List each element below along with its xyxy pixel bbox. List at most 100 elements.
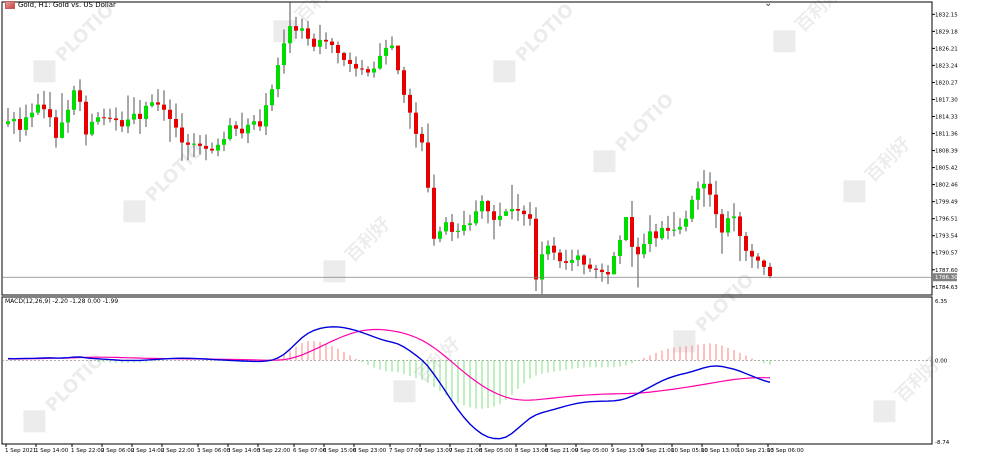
candle-body xyxy=(666,227,670,231)
candle-body xyxy=(444,222,448,232)
candle-body xyxy=(180,127,184,143)
watermark-mark: PLOTIO xyxy=(33,0,119,83)
current-price-marker: 1786.30 xyxy=(2,273,958,282)
chart-frames xyxy=(1,1,933,445)
candle-body xyxy=(6,121,10,125)
price-tick-label: 1796.51 xyxy=(935,217,958,223)
price-tick-label: 1784.63 xyxy=(935,285,958,291)
watermark-logo-icon xyxy=(873,400,896,423)
candle-body xyxy=(498,215,502,220)
candle-body xyxy=(78,90,82,102)
candle-body xyxy=(624,217,628,240)
watermark-logo-icon xyxy=(493,60,516,83)
candle-body xyxy=(42,104,46,110)
time-tick-label: 2 Sep 14:00 xyxy=(131,448,165,454)
candle-body xyxy=(642,243,646,255)
close-icon[interactable]: ⌄ xyxy=(764,0,773,9)
watermark-text: 百利好 xyxy=(341,213,395,267)
candle-body xyxy=(372,68,376,73)
price-tick-label: 1811.36 xyxy=(935,132,958,138)
candle-body xyxy=(726,218,730,233)
watermark-mark: 百利好 xyxy=(323,213,395,283)
time-tick-label: 2 Sep 06:00 xyxy=(101,448,135,454)
candle-body xyxy=(312,38,316,47)
current-price-tag xyxy=(933,273,957,282)
price-tick-label: 1832.15 xyxy=(935,12,958,18)
candle-body xyxy=(750,250,754,257)
watermark-mark: PLOTIO xyxy=(593,89,678,173)
candle-body xyxy=(720,214,724,233)
candle-body xyxy=(432,187,436,239)
time-tick-label: 3 Sep 14:00 xyxy=(227,448,261,454)
candle-body xyxy=(54,117,58,138)
candles-group xyxy=(6,2,772,294)
candle-body xyxy=(606,272,610,275)
watermark-text: PLOTIO xyxy=(692,269,759,336)
candle-body xyxy=(306,28,310,39)
time-tick-label: 7 Sep 07:00 xyxy=(389,448,423,454)
time-tick-label: 1 Sep 14:00 xyxy=(35,448,69,454)
candle-body xyxy=(516,208,520,211)
candle-body xyxy=(390,45,394,48)
macd-tick-label: 6.35 xyxy=(935,299,948,305)
macd-pane-frame xyxy=(1,296,933,445)
candle-body xyxy=(210,148,214,151)
watermark-mark: PLOTIO xyxy=(493,0,578,83)
time-tick-label: 8 Sep 13:00 xyxy=(515,448,549,454)
candle-body xyxy=(402,70,406,95)
candle-body xyxy=(288,26,292,44)
candle-body xyxy=(96,117,100,122)
time-tick-label: 8 Sep 21:00 xyxy=(545,448,579,454)
watermark-text: PLOTIO xyxy=(142,139,209,206)
watermark-logo-icon xyxy=(123,200,146,223)
candle-body xyxy=(462,225,466,231)
candle-body xyxy=(558,252,562,262)
watermark-text: PLOTIO xyxy=(52,0,119,66)
price-tick-label: 1829.18 xyxy=(935,29,958,35)
candle-body xyxy=(168,109,172,119)
price-tick-label: 1826.21 xyxy=(935,46,958,52)
candle-body xyxy=(150,102,154,106)
candle-body xyxy=(672,229,676,231)
candle-body xyxy=(30,112,34,118)
candle-body xyxy=(714,194,718,215)
macd-lines-group xyxy=(7,326,771,440)
candle-body xyxy=(690,199,694,219)
watermark-layer: PLOTIO 百利好 PLOTIO 百利好 PLOTIO 百利好 PLOTIO 百利好 PLOT… xyxy=(23,0,945,433)
candle-body xyxy=(696,188,700,200)
time-tick-label: 10 Sep 21:00 xyxy=(737,448,774,454)
time-tick-label: 6 Sep 07:00 xyxy=(293,448,327,454)
candle-body xyxy=(480,200,484,212)
watermark-logo-icon xyxy=(33,60,56,83)
candle-body xyxy=(438,231,442,239)
candle-body xyxy=(540,254,544,280)
candle-body xyxy=(294,26,298,31)
candle-body xyxy=(108,117,112,119)
candle-body xyxy=(270,89,274,106)
candle-body xyxy=(132,113,136,120)
candle-body xyxy=(510,208,514,212)
candle-body xyxy=(18,118,22,130)
watermark-logo-icon xyxy=(593,150,616,173)
chart-header: Gold, H1: Gold vs. US Dollar xyxy=(5,1,116,9)
candle-body xyxy=(492,211,496,220)
candle-body xyxy=(252,121,256,125)
candle-body xyxy=(654,231,658,239)
candle-body xyxy=(198,143,202,146)
price-tick-label: 1802.46 xyxy=(935,183,958,189)
time-tick-label: 9 Sep 13:00 xyxy=(611,448,645,454)
candle-body xyxy=(324,39,328,42)
candle-body xyxy=(72,90,76,110)
watermark-mark: PLOTIO xyxy=(123,139,209,223)
price-axis: 1832.15 1829.18 1826.21 1823.24 1820.27 1817.… xyxy=(932,12,958,291)
candle-body xyxy=(318,39,322,47)
watermark-logo-icon xyxy=(323,260,346,283)
time-tick-label: 10 Sep 05:00 xyxy=(671,448,708,454)
macd-axis: 6.35 0.00 -8.74 xyxy=(935,299,950,446)
watermark-logo-icon xyxy=(23,410,46,433)
watermark-mark: 百利好 xyxy=(843,133,915,203)
price-tick-label: 1814.33 xyxy=(935,115,958,121)
candle-body xyxy=(366,69,370,73)
